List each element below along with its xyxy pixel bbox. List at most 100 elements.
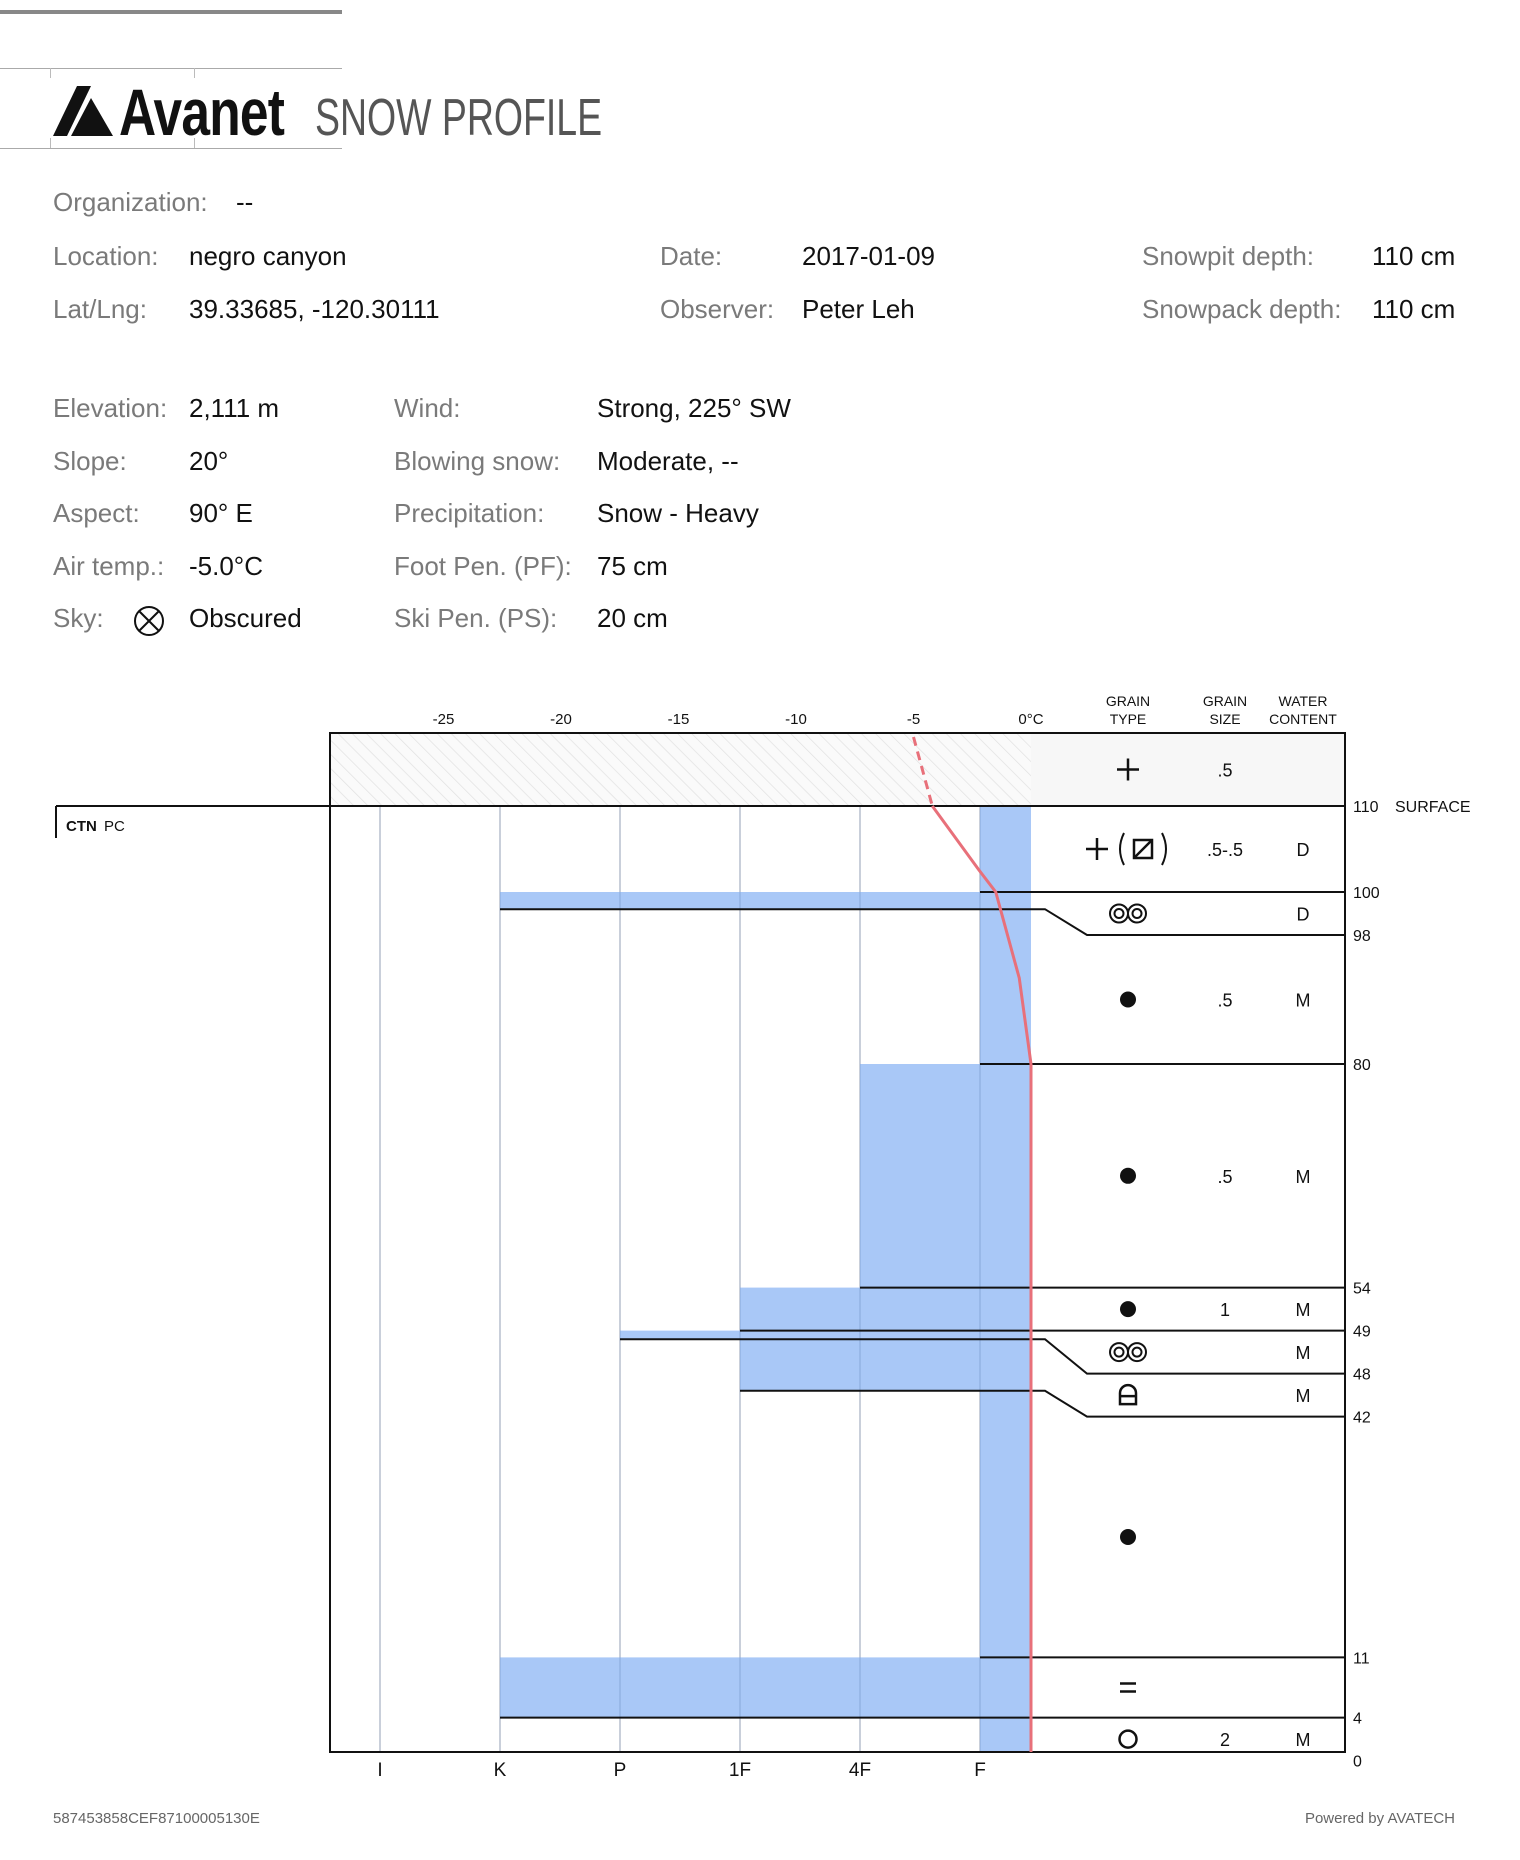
column-header-grain-type: TYPE: [1110, 711, 1147, 727]
temperature-tick-label: -15: [668, 711, 690, 728]
logo-tick: [194, 68, 195, 78]
foot-pen-label: Foot Pen. (PF):: [394, 551, 572, 581]
water-content-value: M: [1296, 991, 1311, 1011]
location-value: negro canyon: [189, 241, 347, 271]
location-label: Location:: [53, 241, 159, 271]
hardness-tick-label: P: [614, 1760, 627, 1781]
dot: [1120, 1167, 1136, 1184]
temperature-tick-label: -5: [907, 711, 920, 728]
air-temp-value: -5.0°C: [189, 551, 263, 581]
slope-label: Slope:: [53, 446, 127, 476]
blowing-snow-label: Blowing snow:: [394, 446, 561, 476]
snowpit-depth-value: 110 cm: [1372, 241, 1456, 271]
surface-row-background: [1031, 733, 1345, 806]
hardness-bar: [500, 892, 1031, 910]
blowing-snow-value: Moderate, --: [597, 446, 739, 476]
water-content-value: M: [1296, 1343, 1311, 1363]
depth-label: 48: [1353, 1367, 1371, 1384]
depth-label: 0: [1353, 1754, 1362, 1771]
depth-label: 100: [1353, 885, 1380, 902]
hardness-tick-label: 1F: [729, 1760, 751, 1781]
layer-boundary: [620, 1338, 1345, 1375]
hardness-tick-label: I: [377, 1760, 382, 1781]
inner-circle: [1131, 1346, 1143, 1358]
hardness-bar: [980, 1717, 1031, 1752]
logo-tick: [194, 138, 195, 148]
water-content-value: M: [1296, 1167, 1311, 1187]
observer-value: Peter Leh: [802, 294, 915, 324]
filled-circle-icon: [1120, 991, 1136, 1008]
aspect-value: 90° E: [189, 498, 253, 528]
ring: [1118, 1729, 1138, 1749]
hardness-bar: [500, 1657, 1031, 1718]
date-value: 2017-01-09: [802, 241, 935, 271]
latlng-value: 39.33685, -120.30111: [189, 294, 440, 324]
air-hatch-area: [330, 733, 1031, 806]
organization-label: Organization:: [53, 187, 208, 217]
snow-temperature-line: [931, 805, 1033, 1752]
temperature-tick-label: -25: [433, 711, 455, 728]
(-icon: [1119, 832, 1125, 866]
hardness-bar: [980, 909, 1031, 1064]
temperature-tick-label: -10: [785, 711, 807, 728]
outer-circle: [1127, 1342, 1147, 1363]
logo-rule-top: [0, 68, 342, 69]
parenthesis: [1119, 832, 1125, 866]
elevation-label: Elevation:: [53, 393, 168, 423]
double-circle-icon: [1109, 1342, 1147, 1363]
grain-size-value: 2: [1220, 1730, 1230, 1750]
depth-label: 54: [1353, 1281, 1371, 1298]
plus-icon: [1086, 838, 1108, 860]
hardness-tick-label: K: [494, 1760, 507, 1781]
hardness-bar: [860, 1064, 1031, 1288]
hardness-bar: [740, 1287, 1031, 1331]
surface-label: SURFACE: [1395, 799, 1471, 816]
water-content-value: M: [1296, 1386, 1311, 1406]
date-label: Date:: [660, 241, 723, 271]
water-content-value: D: [1297, 840, 1310, 860]
arch-box-icon: [1118, 1383, 1138, 1406]
column-header-water-content: WATER: [1279, 693, 1328, 709]
profile-id: 587453858CEF87100005130E: [53, 1810, 260, 1827]
foot-pen-value: 75 cm: [597, 551, 668, 581]
snowpack-depth-label: Snowpack depth:: [1142, 294, 1342, 324]
depth-label: 11: [1353, 1650, 1370, 1667]
aspect-label: Aspect:: [53, 498, 140, 528]
diagonal: [1133, 839, 1153, 859]
water-content-value: D: [1297, 905, 1310, 925]
logo-rule-bottom: [0, 148, 342, 149]
dot: [1120, 1529, 1136, 1545]
circle-x-icon: [134, 606, 164, 636]
depth-label: 98: [1353, 928, 1371, 945]
logo-tick: [50, 68, 51, 78]
column-header-grain-size: SIZE: [1209, 711, 1240, 727]
latlng-label: Lat/Lng:: [53, 294, 147, 324]
sky-value: Obscured: [189, 603, 302, 633]
dot: [1120, 991, 1136, 1008]
wind-label: Wind:: [394, 393, 461, 423]
precipitation-value: Snow - Heavy: [597, 498, 759, 528]
ski-pen-value: 20 cm: [597, 603, 668, 633]
grain-size-value: .5: [1217, 1167, 1232, 1187]
wind-value: Strong, 225° SW: [597, 393, 791, 423]
powered-by: Powered by AVATECH: [1304, 1810, 1455, 1827]
dot: [1120, 1301, 1136, 1318]
water-content-value: M: [1296, 1730, 1311, 1750]
air-temperature-line: [912, 736, 934, 807]
temperature-tick-label: 0°C: [1018, 711, 1043, 728]
arch: [1118, 1383, 1138, 1406]
organization-value: --: [236, 187, 254, 217]
plus-icon: [1117, 758, 1139, 781]
precipitation-label: Precipitation:: [394, 498, 545, 528]
logo-tick: [50, 138, 51, 148]
box-diagonal-icon: [1132, 838, 1154, 860]
equals-icon: [1120, 1682, 1136, 1693]
hardness-tick-label: 4F: [849, 1760, 871, 1781]
outer-circle: [1127, 903, 1147, 924]
)-icon: [1161, 832, 1167, 866]
air-temp-label: Air temp.:: [53, 551, 165, 581]
inner-circle: [1113, 1346, 1125, 1358]
column-header-water-content: CONTENT: [1269, 711, 1337, 727]
box: [1132, 838, 1154, 860]
